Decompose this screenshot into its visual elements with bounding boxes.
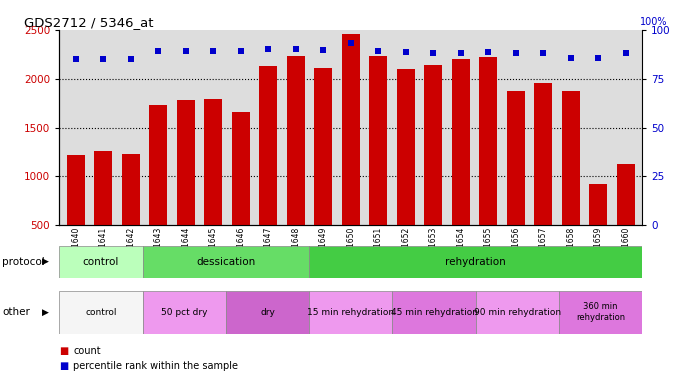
- Bar: [562, 92, 579, 225]
- Bar: [260, 66, 277, 225]
- Bar: [617, 164, 634, 225]
- Bar: [480, 57, 497, 225]
- Point: [153, 48, 164, 54]
- Point: [428, 50, 439, 56]
- Bar: [142, 246, 309, 278]
- Text: ■: ■: [59, 346, 68, 355]
- Text: control: control: [83, 256, 119, 267]
- Bar: [589, 184, 607, 225]
- Point: [565, 55, 577, 61]
- Text: dry: dry: [260, 308, 275, 316]
- Bar: [396, 69, 415, 225]
- Text: count: count: [73, 346, 101, 355]
- Bar: [424, 65, 442, 225]
- Point: [345, 40, 356, 46]
- Text: other: other: [2, 307, 30, 317]
- Bar: [59, 246, 142, 278]
- Point: [70, 56, 82, 62]
- Text: percentile rank within the sample: percentile rank within the sample: [73, 361, 238, 370]
- Point: [235, 48, 246, 54]
- Bar: [67, 155, 84, 225]
- Point: [180, 48, 191, 54]
- Text: dessication: dessication: [196, 256, 255, 267]
- Bar: [314, 68, 332, 225]
- Bar: [287, 56, 305, 225]
- Text: ▶: ▶: [42, 308, 49, 316]
- Text: 360 min
rehydration: 360 min rehydration: [576, 302, 625, 322]
- Bar: [232, 112, 250, 225]
- Text: 50 pct dry: 50 pct dry: [161, 308, 207, 316]
- Point: [537, 50, 549, 56]
- Bar: [226, 291, 309, 334]
- Bar: [452, 59, 470, 225]
- Bar: [177, 100, 195, 225]
- Point: [373, 48, 384, 54]
- Bar: [475, 291, 559, 334]
- Text: 90 min rehydration: 90 min rehydration: [474, 308, 560, 316]
- Bar: [59, 291, 142, 334]
- Bar: [392, 291, 475, 334]
- Bar: [342, 34, 359, 225]
- Bar: [149, 105, 168, 225]
- Point: [290, 45, 302, 51]
- Text: 15 min rehydration: 15 min rehydration: [307, 308, 394, 316]
- Text: protocol: protocol: [2, 256, 45, 267]
- Text: 45 min rehydration: 45 min rehydration: [390, 308, 477, 316]
- Bar: [534, 82, 552, 225]
- Bar: [309, 291, 392, 334]
- Bar: [142, 291, 226, 334]
- Bar: [94, 151, 112, 225]
- Text: control: control: [85, 308, 117, 316]
- Bar: [369, 56, 387, 225]
- Bar: [122, 154, 140, 225]
- Point: [208, 48, 219, 54]
- Bar: [507, 92, 525, 225]
- Bar: [559, 291, 642, 334]
- Point: [318, 48, 329, 54]
- Point: [400, 50, 411, 55]
- Text: rehydration: rehydration: [445, 256, 506, 267]
- Text: GDS2712 / 5346_at: GDS2712 / 5346_at: [24, 16, 154, 29]
- Point: [593, 55, 604, 61]
- Point: [482, 50, 493, 55]
- Text: ■: ■: [59, 361, 68, 370]
- Point: [455, 50, 466, 56]
- Text: 100%: 100%: [639, 17, 667, 27]
- Bar: [309, 246, 642, 278]
- Point: [125, 56, 136, 62]
- Bar: [205, 99, 222, 225]
- Point: [98, 56, 109, 62]
- Point: [510, 50, 521, 56]
- Point: [262, 45, 274, 51]
- Text: ▶: ▶: [42, 257, 49, 266]
- Point: [620, 50, 631, 56]
